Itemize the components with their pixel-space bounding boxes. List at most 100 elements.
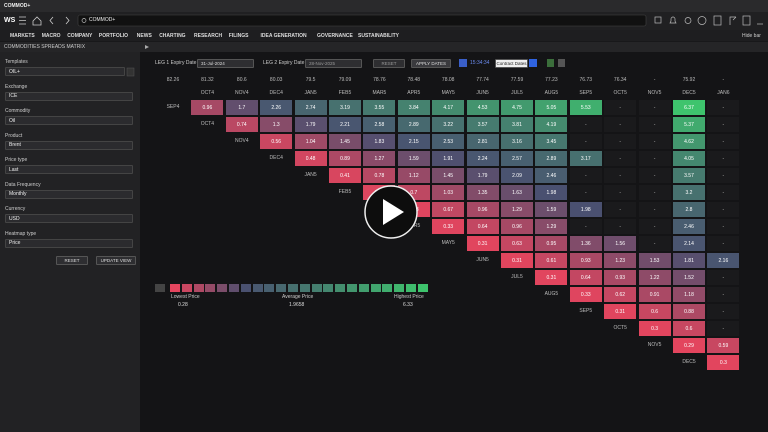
matrix-cell[interactable]: - xyxy=(638,100,671,115)
filter-select[interactable]: Last xyxy=(5,165,133,174)
filter-select[interactable]: USD xyxy=(5,214,133,223)
apply-dates[interactable]: APPLY DATES xyxy=(411,58,451,68)
matrix-cell[interactable]: 0.6 xyxy=(673,321,705,336)
matrix-cell[interactable]: - xyxy=(604,168,637,183)
nav-item[interactable]: IDEA GENERATION xyxy=(260,32,307,39)
time-toggle[interactable] xyxy=(459,59,467,67)
filter-select[interactable]: OIL+ xyxy=(5,67,125,76)
home-icon[interactable] xyxy=(32,16,42,26)
matrix-cell[interactable]: - xyxy=(604,100,637,115)
matrix-cell[interactable]: 1.81 xyxy=(673,253,705,268)
matrix-cell[interactable]: 1.59 xyxy=(397,151,430,166)
nav-item[interactable]: RESEARCH xyxy=(194,32,223,39)
matrix-cell[interactable]: - xyxy=(707,100,740,115)
matrix-cell[interactable]: 1.23 xyxy=(604,253,637,268)
filter-select[interactable]: Brent xyxy=(5,140,133,150)
matrix-cell[interactable]: - xyxy=(638,117,671,132)
matrix-cell[interactable]: 2.21 xyxy=(329,117,361,132)
legend-arrow[interactable] xyxy=(155,284,165,292)
matrix-cell[interactable]: - xyxy=(604,117,637,132)
matrix-cell[interactable]: 0.33 xyxy=(432,219,465,234)
matrix-cell[interactable]: 0.41 xyxy=(329,168,361,183)
reset-dates[interactable]: RESET xyxy=(373,58,405,68)
matrix-cell[interactable]: - xyxy=(707,270,740,285)
matrix-cell[interactable]: 4.75 xyxy=(501,100,533,115)
filter-select[interactable]: Price xyxy=(5,238,133,248)
matrix-cell[interactable]: - xyxy=(707,185,740,200)
matrix-cell[interactable]: 3.17 xyxy=(569,151,602,166)
matrix-cell[interactable]: 6.37 xyxy=(673,100,705,115)
matrix-cell[interactable]: - xyxy=(569,117,602,132)
matrix-cell[interactable]: 1.98 xyxy=(569,202,602,217)
nav-item[interactable]: COMPANY xyxy=(67,32,93,39)
matrix-cell[interactable]: 1.53 xyxy=(638,253,671,268)
matrix-cell[interactable]: - xyxy=(569,168,602,183)
matrix-cell[interactable]: 2.46 xyxy=(673,219,705,234)
matrix-cell[interactable]: 3.16 xyxy=(501,134,533,149)
matrix-cell[interactable]: 0.63 xyxy=(501,236,533,251)
matrix-cell[interactable]: 1.29 xyxy=(535,219,568,234)
matrix-cell[interactable]: 0.3 xyxy=(638,321,671,336)
matrix-cell[interactable]: 4.19 xyxy=(535,117,568,132)
matrix-cell[interactable]: 0.88 xyxy=(673,304,705,319)
matrix-cell[interactable]: 1.45 xyxy=(329,134,361,149)
matrix-cell[interactable]: 1.03 xyxy=(432,185,465,200)
matrix-cell[interactable]: 3.45 xyxy=(535,134,568,149)
matrix-cell[interactable]: 4.53 xyxy=(466,100,499,115)
matrix-cell[interactable]: - xyxy=(604,185,637,200)
matrix-cell[interactable]: 1.91 xyxy=(432,151,465,166)
matrix-cell[interactable]: 1.59 xyxy=(535,202,568,217)
matrix-cell[interactable]: 1.18 xyxy=(673,287,705,302)
matrix-cell[interactable]: 1.83 xyxy=(363,134,396,149)
matrix-cell[interactable]: 1.27 xyxy=(363,151,396,166)
menu-icon[interactable] xyxy=(19,16,26,25)
matrix-cell[interactable]: - xyxy=(604,134,637,149)
template-save[interactable] xyxy=(126,67,135,77)
nav-item[interactable]: MARKETS xyxy=(10,32,35,39)
matrix-cell[interactable]: - xyxy=(569,134,602,149)
matrix-cell[interactable]: 5.05 xyxy=(535,100,568,115)
matrix-cell[interactable]: 2.53 xyxy=(432,134,465,149)
matrix-cell[interactable]: - xyxy=(604,151,637,166)
matrix-cell[interactable]: 0.48 xyxy=(294,151,327,166)
excel-icon[interactable] xyxy=(547,59,554,67)
matrix-cell[interactable]: 1.63 xyxy=(501,185,533,200)
matrix-cell[interactable]: 2.8 xyxy=(673,202,705,217)
matrix-cell[interactable]: 0.31 xyxy=(501,253,533,268)
matrix-cell[interactable]: - xyxy=(638,202,671,217)
matrix-cell[interactable]: 0.56 xyxy=(260,134,293,149)
leg1-input[interactable]: 31-Jul-2024 xyxy=(197,58,254,68)
matrix-cell[interactable]: 1.29 xyxy=(501,202,533,217)
update-button[interactable]: UPDATE VIEW xyxy=(96,256,136,265)
contract-dates[interactable]: Contract Dates xyxy=(495,58,528,68)
matrix-cell[interactable]: 1.35 xyxy=(466,185,499,200)
matrix-cell[interactable]: - xyxy=(707,151,740,166)
matrix-cell[interactable]: 0.29 xyxy=(673,338,705,353)
matrix-cell[interactable]: - xyxy=(707,219,740,234)
matrix-cell[interactable]: 1.79 xyxy=(466,168,499,183)
search-text[interactable]: COMMOD+ xyxy=(89,17,116,23)
matrix-cell[interactable]: 3.81 xyxy=(501,117,533,132)
filter-select[interactable]: Oil xyxy=(5,116,133,125)
matrix-cell[interactable]: 1.98 xyxy=(535,185,568,200)
matrix-cell[interactable]: - xyxy=(707,321,740,336)
filter-select[interactable]: ICE xyxy=(5,91,133,101)
matrix-cell[interactable]: 2.16 xyxy=(707,253,740,268)
matrix-cell[interactable]: 0.6 xyxy=(638,304,671,319)
matrix-cell[interactable]: - xyxy=(638,168,671,183)
matrix-cell[interactable]: 0.64 xyxy=(569,270,602,285)
matrix-cell[interactable]: - xyxy=(569,185,602,200)
matrix-cell[interactable]: 2.89 xyxy=(535,151,568,166)
matrix-cell[interactable]: - xyxy=(604,202,637,217)
matrix-cell[interactable]: 0.3 xyxy=(707,355,740,370)
matrix-cell[interactable]: 2.26 xyxy=(260,100,293,115)
matrix-cell[interactable]: 3.55 xyxy=(363,100,396,115)
leg2-input[interactable]: 28-Nov-2025 xyxy=(305,58,362,68)
settings-icon[interactable] xyxy=(558,59,565,67)
collapse-icon[interactable] xyxy=(145,45,149,49)
matrix-cell[interactable]: 0.31 xyxy=(604,304,637,319)
matrix-cell[interactable]: 1.36 xyxy=(569,236,602,251)
matrix-cell[interactable]: 0.95 xyxy=(535,236,568,251)
matrix-cell[interactable]: 0.31 xyxy=(535,270,568,285)
matrix-cell[interactable]: 2.09 xyxy=(501,168,533,183)
